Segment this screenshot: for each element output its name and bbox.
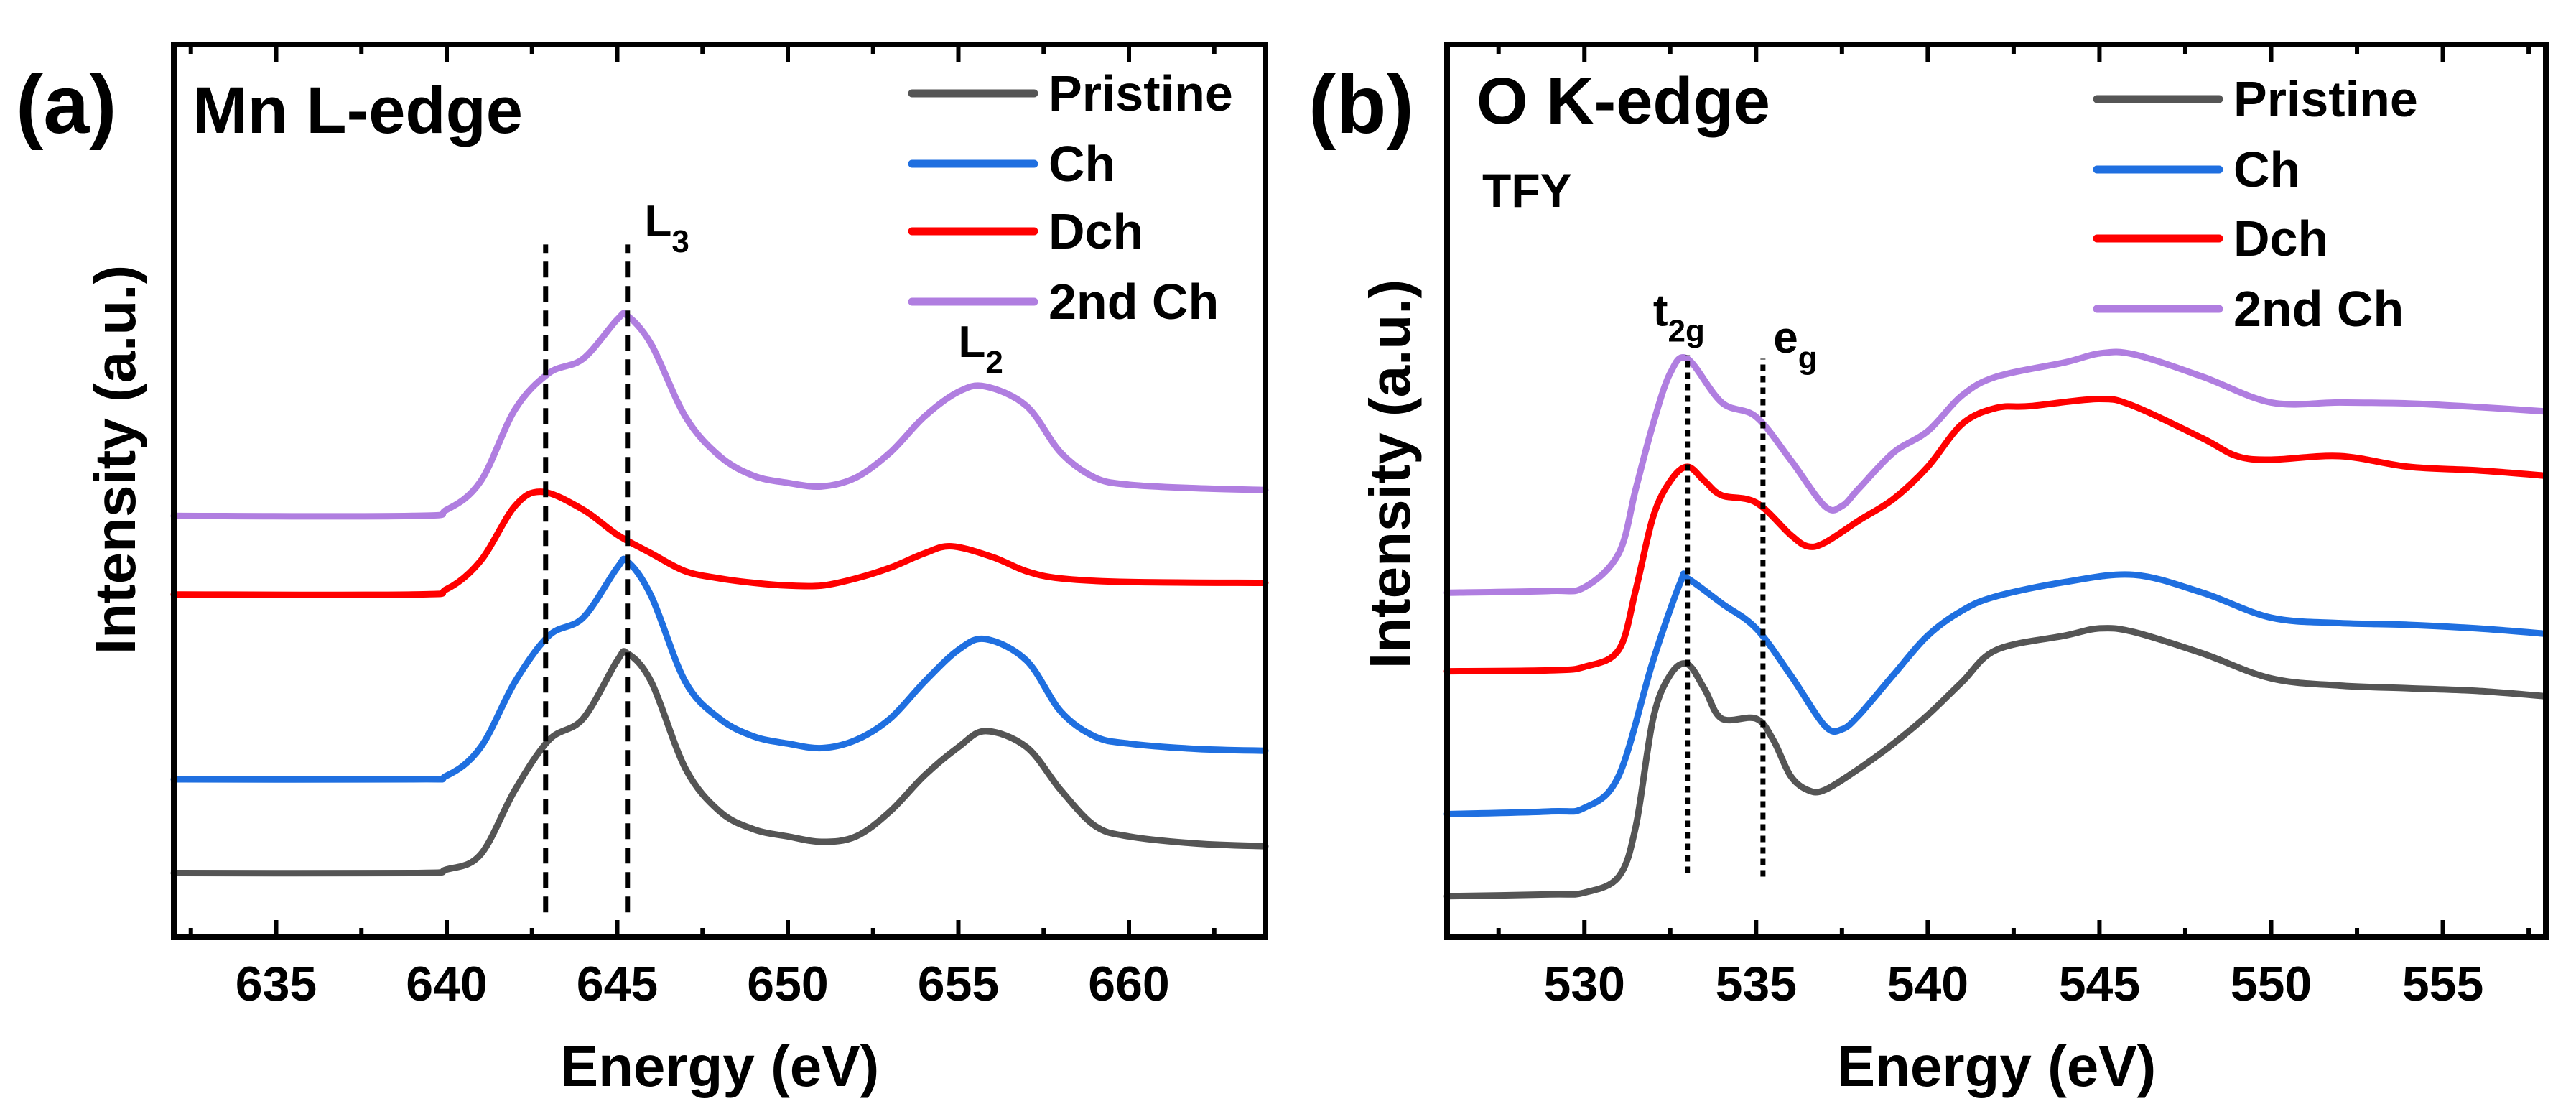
x-tick-label: 530 xyxy=(1544,957,1625,1011)
annotation-main: L xyxy=(959,317,986,367)
annotation-main: t xyxy=(1653,287,1668,336)
panel-title: O K-edge xyxy=(1477,65,1770,138)
x-tick-label: 640 xyxy=(406,957,487,1011)
legend-label: Pristine xyxy=(1048,65,1233,121)
series-line-pristine xyxy=(170,648,1269,877)
x-tick-label: 655 xyxy=(918,957,999,1011)
x-tick-label: 635 xyxy=(236,957,317,1011)
x-tick-label: 650 xyxy=(747,957,828,1011)
legend-label: Pristine xyxy=(2233,71,2418,127)
x-tick-label: 645 xyxy=(577,957,658,1011)
x-tick-label: 555 xyxy=(2402,957,2483,1011)
x-axis-label: Energy (eV) xyxy=(1837,1034,2157,1098)
panel-subtitle: TFY xyxy=(1482,164,1572,217)
x-tick-label: 545 xyxy=(2059,957,2140,1011)
panel-label: (a) xyxy=(16,59,117,151)
series-line-2nd-ch xyxy=(170,310,1269,520)
peak-annotation: L3 xyxy=(645,197,689,259)
legend: Pristine Ch Dch 2nd Ch xyxy=(908,65,1233,330)
panel-title: Mn L-edge xyxy=(192,74,523,147)
plot-frame xyxy=(1444,42,2549,940)
annotation-sub: g xyxy=(1798,340,1818,376)
series-line-ch xyxy=(1443,570,2549,817)
legend: Pristine Ch Dch 2nd Ch xyxy=(2093,71,2418,337)
peak-annotation: L2 xyxy=(959,317,1003,380)
annotation-main: L xyxy=(645,197,672,246)
series-line-dch xyxy=(170,488,1269,598)
annotation-sub: 3 xyxy=(671,224,689,259)
annotation-main: e xyxy=(1773,313,1798,363)
legend-label: Dch xyxy=(1048,203,1143,259)
x-tick-label: 660 xyxy=(1088,957,1169,1011)
series-line-ch xyxy=(170,555,1269,783)
x-tick-label: 540 xyxy=(1887,957,1968,1011)
legend-label: Dch xyxy=(2233,210,2328,266)
x-axis-label: Energy (eV) xyxy=(560,1034,880,1098)
series-line-2nd-ch xyxy=(1443,348,2549,596)
annotation-sub: 2 xyxy=(985,345,1003,380)
series-line-dch xyxy=(1443,396,2549,675)
y-axis-label: Intensity (a.u.) xyxy=(1358,279,1422,669)
plot-frame xyxy=(171,42,1268,940)
legend-label: Ch xyxy=(1048,136,1115,192)
x-tick-label: 535 xyxy=(1716,957,1797,1011)
legend-label: Ch xyxy=(2233,141,2300,198)
peak-annotation: eg xyxy=(1773,313,1817,376)
legend-label: 2nd Ch xyxy=(1048,274,1219,330)
peak-annotation: t2g xyxy=(1653,287,1705,349)
chart-panel-b: t2g eg 530 535 540 545 550 555 Energy (eV) Intens… xyxy=(1308,42,2549,1098)
y-axis-label: Intensity (a.u.) xyxy=(83,265,147,654)
series-line-pristine xyxy=(1443,625,2549,900)
panel-label: (b) xyxy=(1308,59,1414,151)
annotation-sub: 2g xyxy=(1668,314,1705,349)
x-tick-label: 550 xyxy=(2231,957,2312,1011)
legend-label: 2nd Ch xyxy=(2233,281,2404,337)
